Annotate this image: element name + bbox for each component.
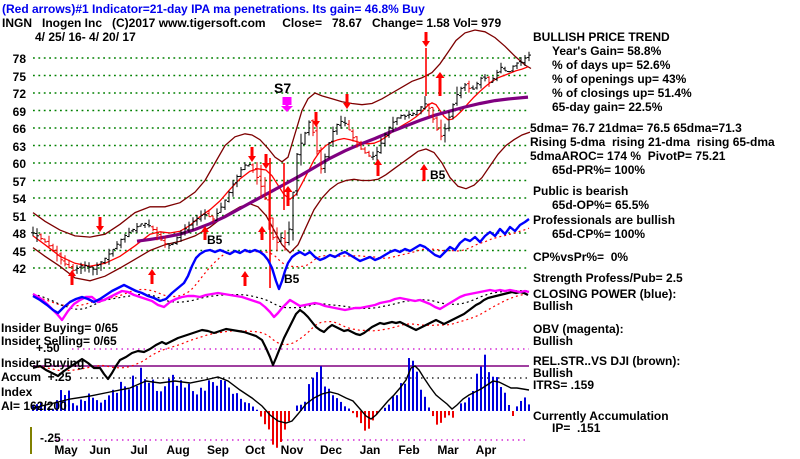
- closing-power-line: [32, 218, 530, 315]
- right-panel-stat-line: ITRS= .159: [533, 378, 595, 392]
- signal-label-b5: B5: [207, 233, 223, 247]
- right-panel-stat-line: Bullish: [533, 334, 574, 348]
- indicator-title: (Red arrows)#1 Indicator=21-day IPA ma p…: [2, 2, 425, 16]
- right-panel-stat-line: REL.STR..VS DJI (brown):: [533, 354, 681, 368]
- right-panel-stat-line: % of closings up= 51.4%: [552, 86, 692, 100]
- accumulation-ma-line: [32, 365, 530, 424]
- price-tick-label: 66: [12, 122, 26, 136]
- price-tick-label: 78: [12, 52, 26, 66]
- price-tick-label: 57: [12, 175, 26, 189]
- obv-line: [32, 288, 530, 322]
- right-panel-stat-line: Bullish: [533, 299, 574, 313]
- price-tick-label: 69: [12, 105, 26, 119]
- buy-sell-signals: [68, 32, 445, 288]
- left-annotation: +.50: [36, 341, 60, 355]
- s7-sell-arrow: [281, 97, 293, 112]
- month-label: Mar: [437, 443, 459, 457]
- ohlc-bars: [31, 51, 531, 276]
- right-panel-stat-line: 65d-CP%= 100%: [552, 227, 646, 241]
- month-label: Feb: [398, 443, 420, 457]
- volatility-bands: [32, 29, 532, 282]
- price-tick-label: 75: [12, 70, 26, 84]
- month-label: Aug: [166, 443, 190, 457]
- left-annotation: Insider Selling= 0/65: [1, 334, 117, 348]
- accumulation-histogram: [32, 354, 530, 448]
- price-tick-label: 72: [12, 87, 26, 101]
- right-panel-stat-line: Bullish: [533, 366, 574, 380]
- left-annotation: -.25: [40, 431, 61, 445]
- signal-label-b5: B5: [284, 272, 300, 286]
- month-label: Jul: [130, 443, 148, 457]
- left-annotation: Index: [1, 385, 33, 399]
- right-panel-stat-line: Year's Gain= 58.8%: [552, 44, 662, 58]
- right-panel-stat-line: BULLISH PRICE TREND: [533, 30, 670, 44]
- right-panel-stat-line: Public is bearish: [533, 184, 629, 198]
- right-panel-stat-line: CP%vsPr%= 0%: [533, 250, 629, 264]
- left-annotation: AI= 162/200: [1, 399, 67, 413]
- rel-str-vs-dji-line: [32, 290, 529, 381]
- right-panel-stat-line: Currently Accumulation: [533, 409, 669, 423]
- price-tick-label: 42: [12, 262, 26, 276]
- right-panel-stat-line: OBV (magenta):: [533, 322, 624, 336]
- right-panel-stat-line: IP= .151: [552, 421, 601, 435]
- ma21-line: [32, 66, 529, 267]
- date-range: 4/ 25/ 16- 4/ 20/ 17: [35, 30, 136, 44]
- price-gridlines: [33, 57, 529, 269]
- left-annotation: Accum +.25: [1, 370, 72, 384]
- right-panel-stat-line: 65d-PR%= 100%: [552, 163, 646, 177]
- right-panel-stat-line: Strength Profess/Pub= 2.5: [533, 271, 683, 285]
- signal-label-b5: B5: [430, 168, 446, 182]
- closing-power-ma-dotted: [32, 227, 530, 307]
- obv-ma-dotted: [32, 289, 529, 310]
- month-label: Dec: [319, 443, 343, 457]
- symbol-quote-line: INGN Inogen Inc (C)2017 www.tigersoft.co…: [2, 16, 502, 30]
- ma65-line: [136, 95, 529, 243]
- right-panel-stat-line: 65d-OP%= 65.5%: [552, 198, 650, 212]
- price-tick-label: 60: [12, 157, 26, 171]
- price-tick-label: 63: [12, 140, 26, 154]
- signal-label-s7: S7: [274, 80, 292, 96]
- right-panel-stat-line: CLOSING POWER (blue):: [533, 287, 677, 301]
- month-label: Apr: [475, 443, 497, 457]
- price-tick-label: 45: [12, 245, 26, 259]
- right-panel-stat-line: 5dmaAROC= 174 % PivotP= 75.21: [530, 149, 726, 163]
- month-label: Jan: [359, 443, 381, 457]
- left-annotation: Insider Buying: [1, 356, 85, 370]
- month-label: Nov: [280, 443, 304, 457]
- month-label: Sep: [206, 443, 230, 457]
- month-label: Jun: [89, 443, 111, 457]
- price-tick-label: 54: [12, 192, 26, 206]
- right-panel-stat-line: % of days up= 52.6%: [552, 58, 671, 72]
- right-panel-stat-line: Professionals are bullish: [533, 213, 676, 227]
- month-label: May: [54, 443, 78, 457]
- month-label: Oct: [244, 443, 266, 457]
- right-panel-stat-line: 5dma= 76.7 21dma= 76.5 65dma=71.3: [530, 121, 742, 135]
- price-tick-label: 51: [12, 210, 26, 224]
- right-panel-stat-line: % of openings up= 43%: [552, 72, 687, 86]
- right-panel-stat-line: Rising 5-dma rising 21-dma rising 65-dma: [530, 135, 775, 149]
- left-annotation: Insider Buying= 0/65: [1, 321, 119, 335]
- right-panel-stat-line: 65-day gain= 22.5%: [552, 100, 663, 114]
- price-tick-label: 48: [12, 227, 26, 241]
